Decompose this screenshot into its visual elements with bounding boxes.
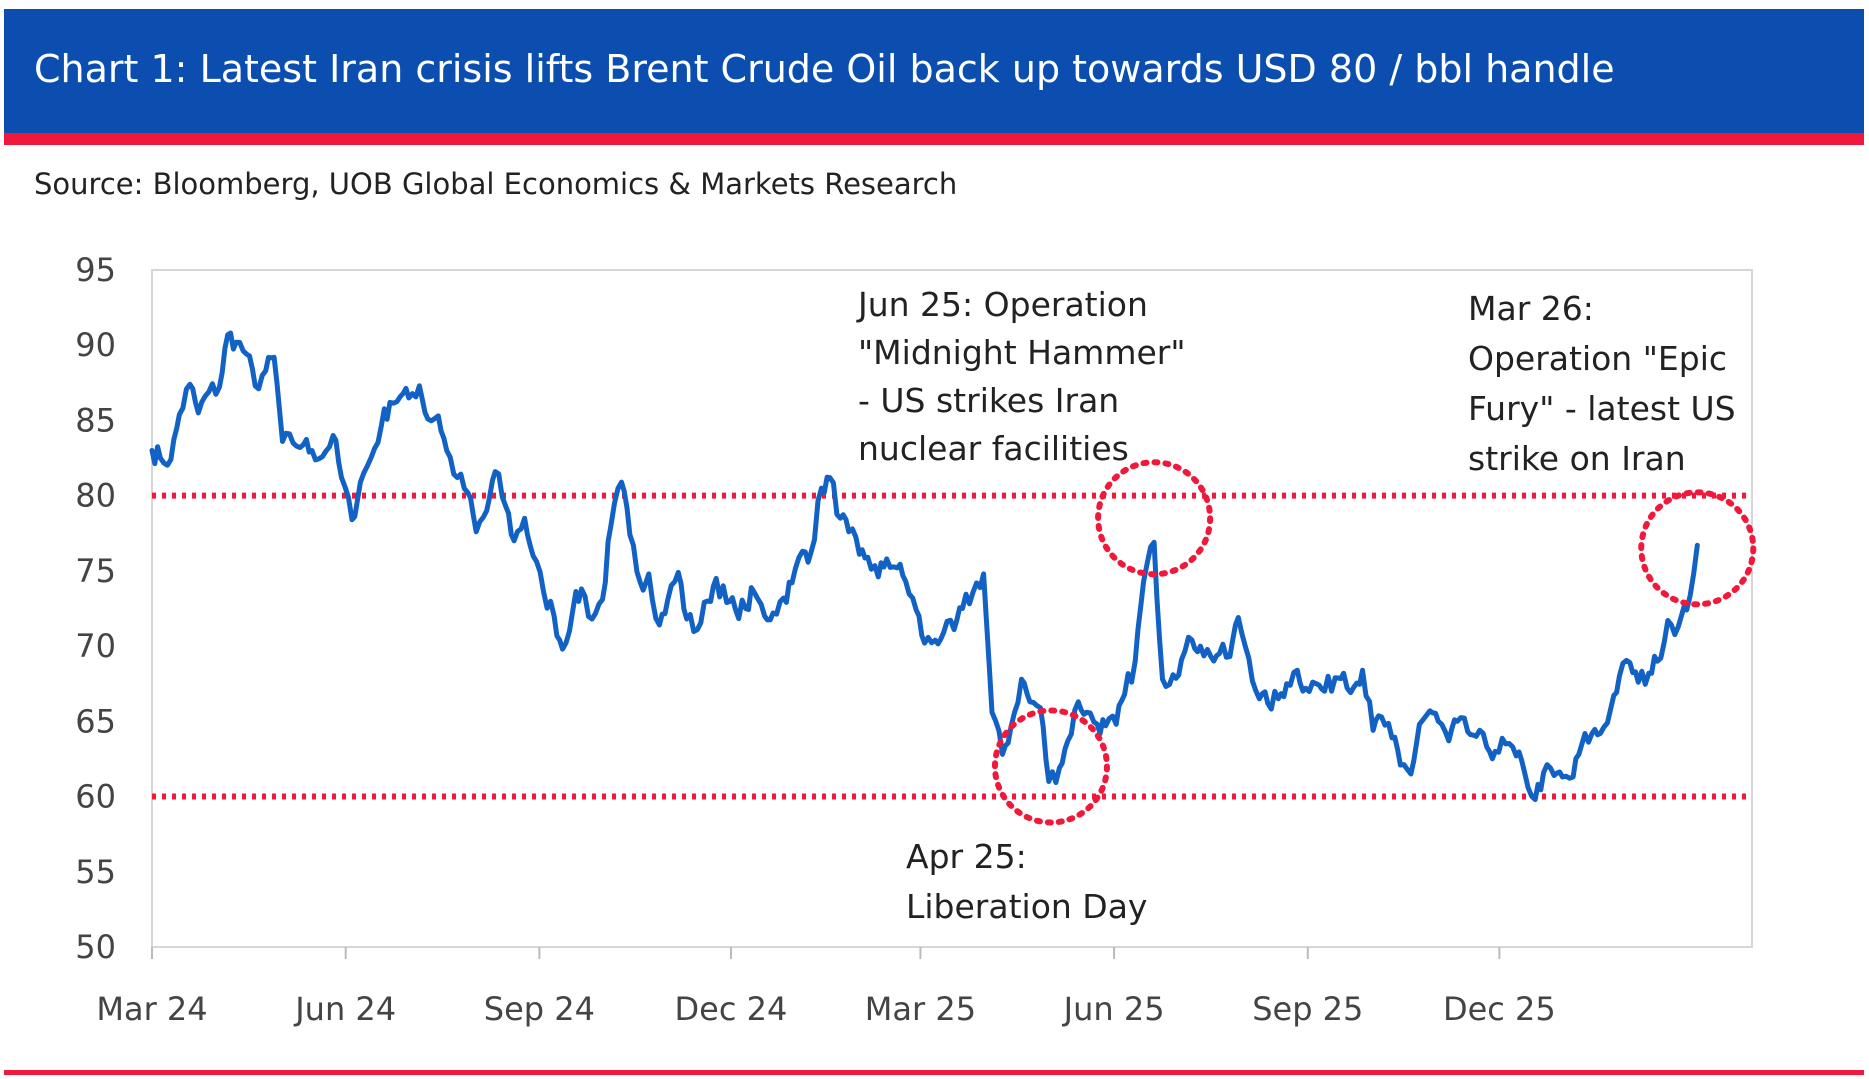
y-tick-label: 85 [75,401,116,439]
y-axis: 95 90 85 80 75 70 65 60 55 50 [75,251,116,966]
source-note: Source: Bloomberg, UOB Global Economics … [34,167,958,201]
y-tick-label: 55 [75,853,116,891]
annotation-text-line: Liberation Day [906,887,1147,926]
x-tick-label: Sep 24 [484,990,595,1028]
event-marker-circle [1638,489,1757,608]
event-marker-circle [1095,459,1214,578]
event-marker-circle [991,707,1110,826]
reference-lines [152,492,1750,800]
x-axis: Mar 24 Jun 24 Sep 24 Dec 24 Mar 25 Jun 25 Sep … [96,947,1556,1028]
y-tick-label: 50 [75,928,116,966]
y-tick-label: 95 [75,251,116,289]
y-tick-label: 90 [75,326,116,364]
y-tick-label: 80 [75,477,116,515]
footer-accent-line [4,1070,1864,1075]
y-tick-label: 60 [75,778,116,816]
x-tick-label: Mar 24 [96,990,207,1028]
event-markers [991,459,1757,826]
chart-title: Chart 1: Latest Iran crisis lifts Brent … [34,47,1615,91]
annotation-text-line: strike on Iran [1468,439,1686,478]
annotation-text-line: Jun 25: Operation [856,285,1148,324]
x-tick-label: Dec 24 [675,990,788,1028]
x-tick-label: Jun 24 [293,990,396,1028]
x-tick-label: Jun 25 [1062,990,1165,1028]
annotations: Jun 25: Operation "Midnight Hammer" - US s… [856,285,1736,926]
annotation-text-line: - US strikes Iran [858,381,1119,420]
title-banner [4,9,1864,133]
x-tick-label: Sep 25 [1252,990,1363,1028]
annotation-text-line: Mar 26: [1468,289,1594,328]
annotation-text-line: nuclear facilities [858,429,1129,468]
title-banner-accent-stripe [4,133,1864,145]
annotation-text-line: "Midnight Hammer" [858,333,1186,372]
x-tick-label: Mar 25 [865,990,976,1028]
x-tick-label: Dec 25 [1443,990,1556,1028]
y-tick-label: 65 [75,702,116,740]
y-tick-label: 70 [75,627,116,665]
brent-price-line [149,330,1700,803]
annotation-text-line: Operation "Epic [1468,339,1727,378]
annotation-text-line: Fury" - latest US [1468,389,1736,428]
annotation-text-line: Apr 25: [906,837,1027,876]
plot-area-frame [151,269,1753,948]
y-tick-label: 75 [75,552,116,590]
